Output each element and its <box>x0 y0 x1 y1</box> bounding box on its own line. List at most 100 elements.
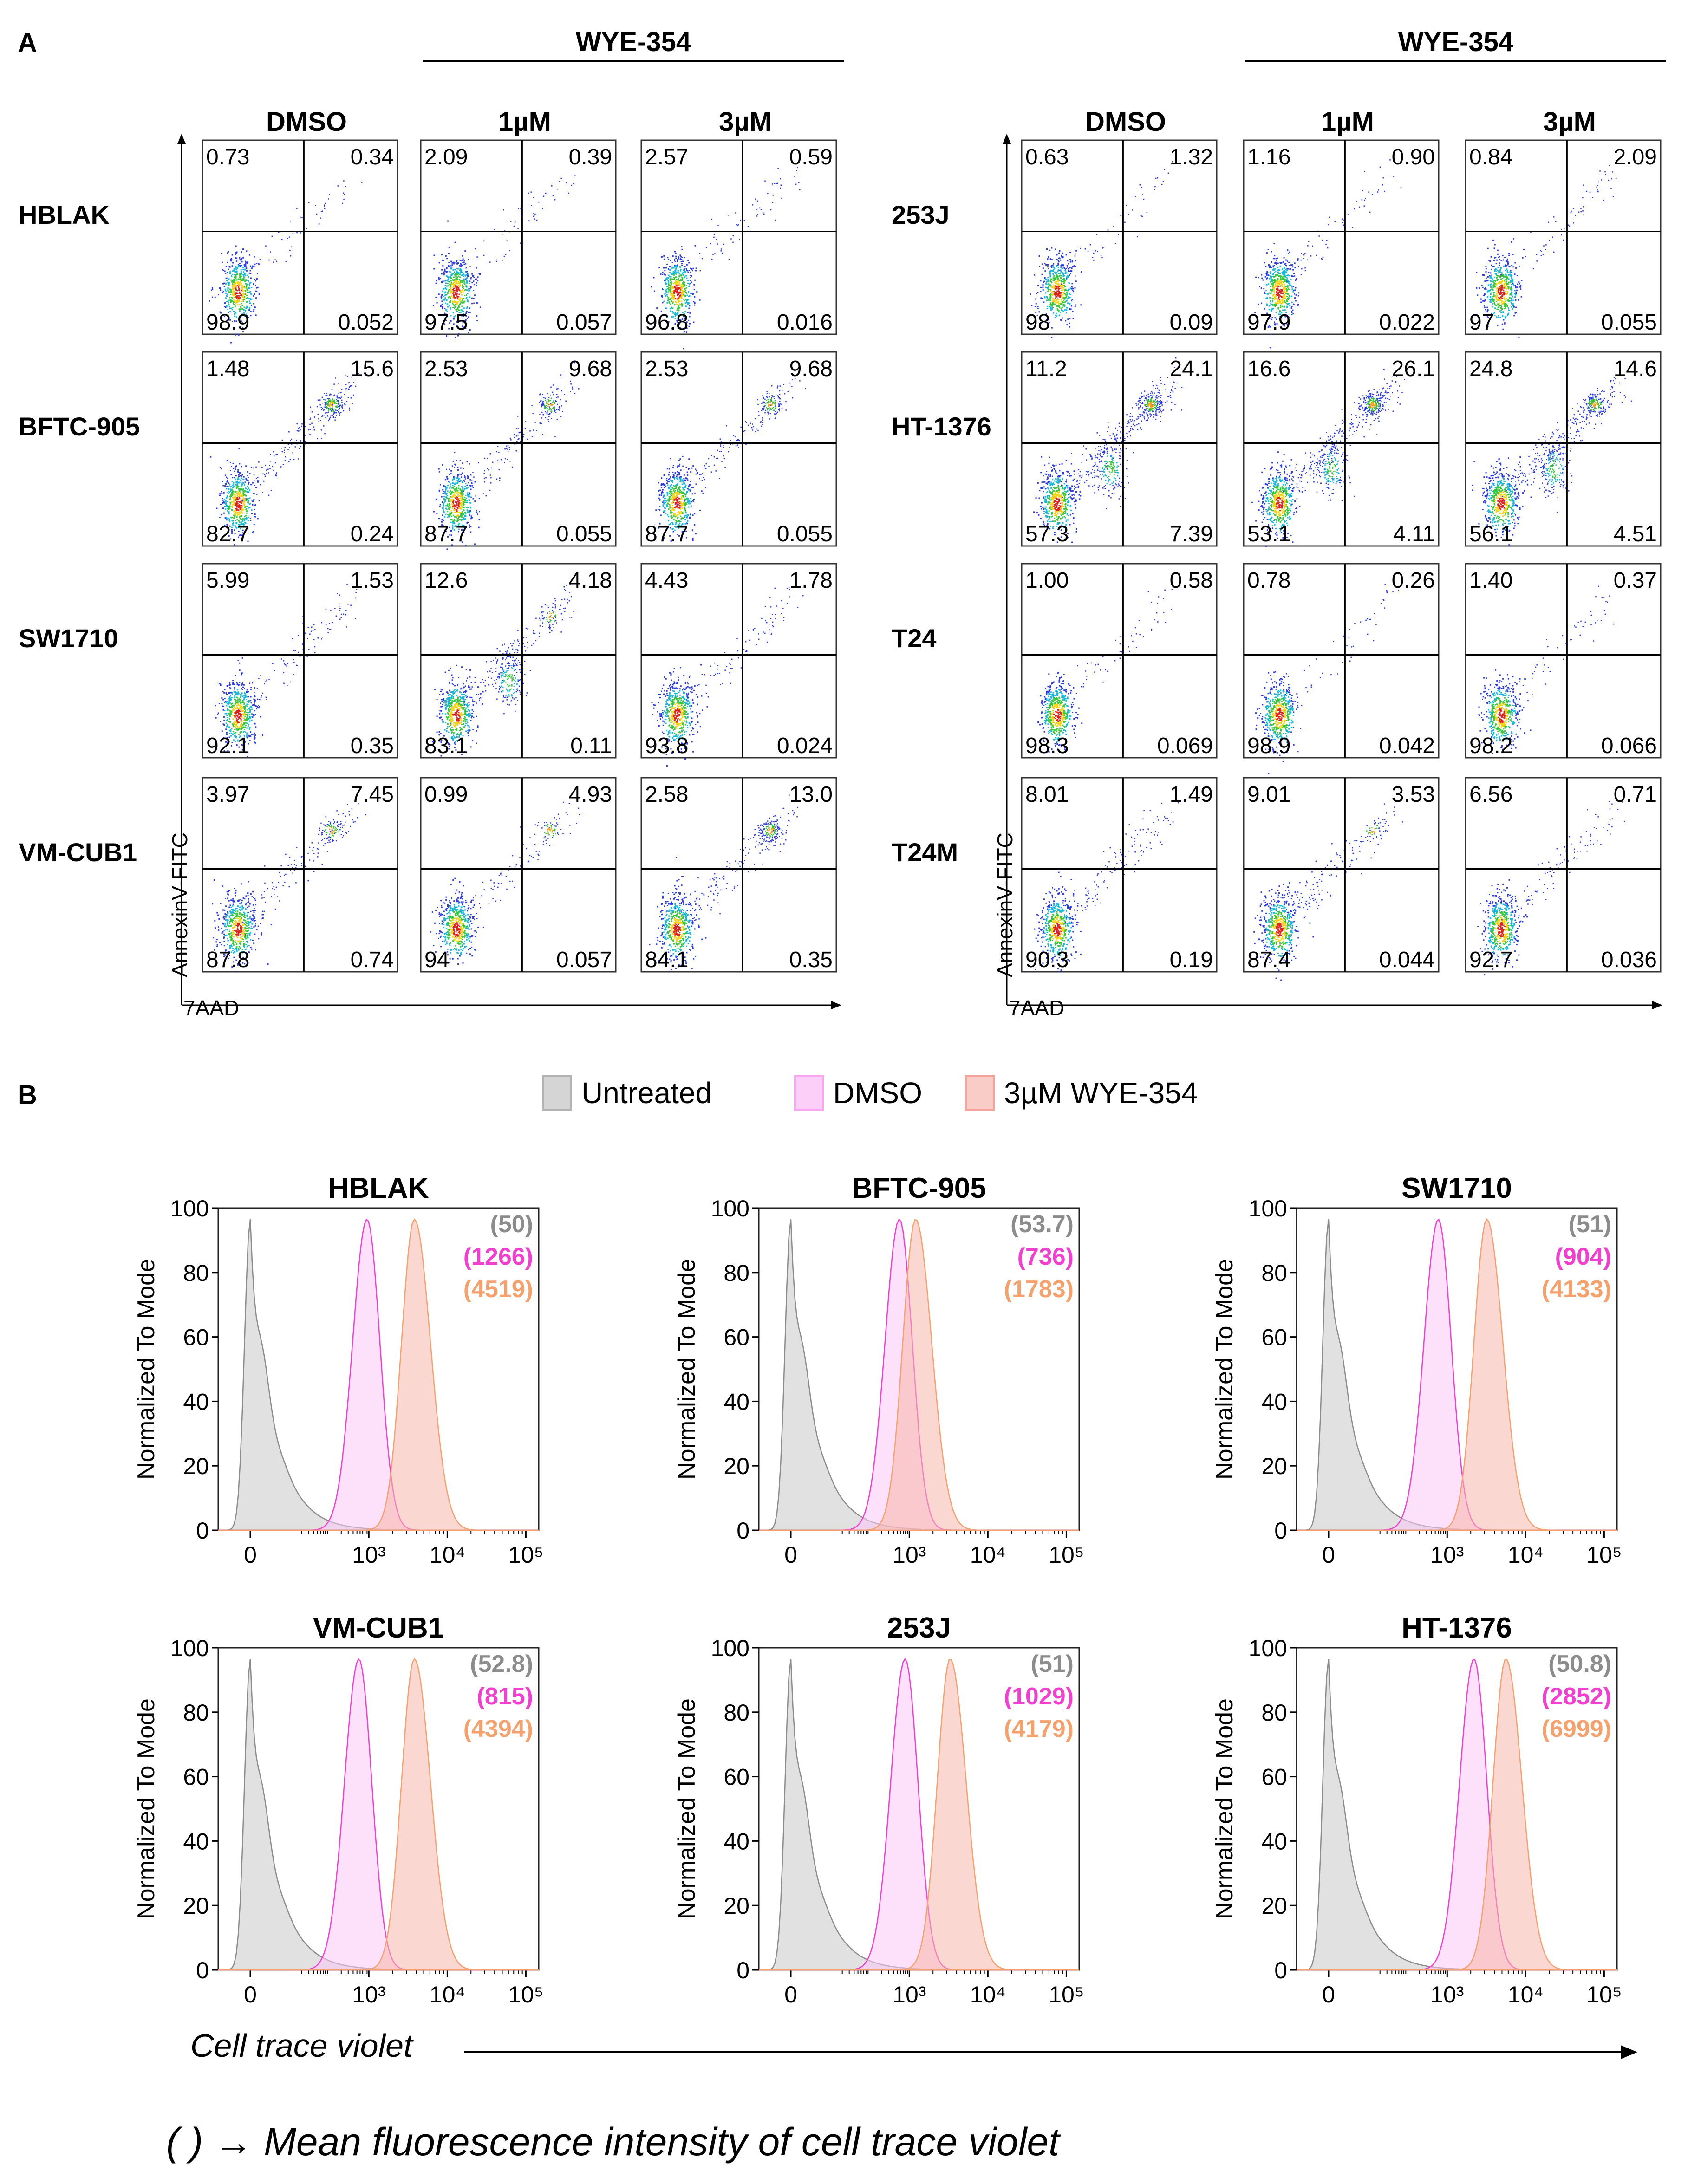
histogram-plot: SW1710 0 20 40 60 80 100 Normalized To Mode 0 10³… <box>1211 1172 1622 1568</box>
quadrant-ul-value: 1.40 <box>1469 568 1512 593</box>
dot-plot: 16.6 26.1 53.1 4.11 <box>1243 351 1440 547</box>
legend-label: 3µM WYE-354 <box>1004 1076 1198 1110</box>
quadrant-ll-value: 96.8 <box>645 310 688 335</box>
x-tick-label: 10⁵ <box>1586 1542 1622 1568</box>
mfi-wye: (1783) <box>1004 1276 1074 1303</box>
quadrant-ur-value: 0.26 <box>1392 568 1435 593</box>
legend-swatch <box>542 1075 572 1111</box>
histogram-wye <box>759 1658 1079 1971</box>
quadrant-ll-value: 56.1 <box>1469 522 1512 546</box>
quadrant-lr-value: 0.044 <box>1379 948 1435 972</box>
mfi-wye: (6999) <box>1542 1716 1611 1742</box>
panel-a-group-2: WYE-354 DMSO 1µM 3µM AnnexinV-FITC 7AAD 253J 0.… <box>892 27 1666 1020</box>
quadrant-ll-value: 98 <box>1025 310 1050 335</box>
x-tick-label: 0 <box>244 1982 257 2008</box>
row-label: SW1710 <box>19 624 118 653</box>
y-tick-label: 100 <box>711 1196 749 1222</box>
x-axis-label: 7AAD <box>183 996 239 1020</box>
dot-plot: 0.84 2.09 97 0.055 <box>1465 139 1662 338</box>
histogram-wye <box>1297 1218 1617 1531</box>
quadrant-lr-value: 0.055 <box>777 522 833 546</box>
y-axis-label: AnnexinV-FITC <box>993 832 1017 977</box>
y-axis-label: Normalized To Mode <box>673 1698 700 1919</box>
dot-plot-frame <box>1465 139 1662 335</box>
legend-item: DMSO <box>794 1075 922 1111</box>
quadrant-ul-value: 5.99 <box>206 568 249 593</box>
mfi-untreated: (53.7) <box>1010 1211 1074 1238</box>
treatment-label: WYE-354 <box>576 27 691 57</box>
y-tick-label: 100 <box>1249 1196 1287 1222</box>
quadrant-ll-value: 97 <box>1469 310 1494 335</box>
histogram-title: HT-1376 <box>1401 1612 1512 1644</box>
quadrant-ll-value: 83.1 <box>424 734 468 758</box>
row-label: HT-1376 <box>892 412 991 441</box>
y-tick-label: 40 <box>183 1828 209 1854</box>
y-tick-label: 20 <box>183 1453 209 1479</box>
dot-plot: 2.58 13.0 84.1 0.35 <box>640 777 837 973</box>
quadrant-ll-value: 92.1 <box>206 734 249 758</box>
x-tick-label: 0 <box>784 1982 797 2008</box>
quadrant-lr-value: 0.057 <box>556 310 612 335</box>
y-axis-label: AnnexinV-FITC <box>168 832 192 977</box>
quadrant-ur-value: 7.45 <box>351 782 394 807</box>
quadrant-lr-value: 7.39 <box>1170 522 1213 546</box>
histogram-wye <box>759 1219 1079 1531</box>
x-tick-label: 0 <box>244 1542 257 1568</box>
mfi-dmso: (2852) <box>1542 1683 1611 1710</box>
panel-b: Untreated DMSO 3µM WYE-354 HBLAK 0 20 40 60 80 10… <box>133 1075 1637 2164</box>
mfi-wye: (4133) <box>1542 1276 1611 1303</box>
quadrant-ur-value: 13.0 <box>789 782 833 807</box>
quadrant-ll-value: 87.7 <box>645 522 688 546</box>
dot-plot: 1.00 0.58 98.3 0.069 <box>1021 563 1218 759</box>
histogram-plot: BFTC-905 0 20 40 60 80 100 Normalized To Mode 0 1… <box>673 1172 1084 1568</box>
quadrant-ur-value: 1.49 <box>1170 782 1213 807</box>
dot-plot: 0.63 1.32 98 0.09 <box>1021 139 1218 338</box>
panel-b-x-axis: Cell trace violet <box>190 2028 1637 2064</box>
mfi-wye: (4179) <box>1004 1716 1074 1742</box>
panel-a-letter: A <box>18 28 37 58</box>
mfi-untreated: (52.8) <box>470 1651 533 1677</box>
x-tick-label: 10⁴ <box>430 1982 465 2008</box>
quadrant-ul-value: 4.43 <box>645 568 688 593</box>
histogram-plot: VM-CUB1 0 20 40 60 80 100 Normalized To Mode 0 10… <box>133 1612 544 2008</box>
x-tick-label: 10³ <box>893 1542 926 1568</box>
quadrant-ul-value: 2.58 <box>645 782 688 807</box>
x-tick-label: 10³ <box>1430 1982 1464 2008</box>
quadrant-lr-value: 0.052 <box>338 310 394 335</box>
histogram-title: 253J <box>887 1612 951 1644</box>
panel-a-group-1: WYE-354 DMSO 1µM 3µM AnnexinV-FITC 7AAD HBLAK 0… <box>19 27 844 1020</box>
quadrant-ur-value: 4.18 <box>569 568 612 593</box>
y-axis-label: Normalized To Mode <box>1211 1259 1238 1480</box>
quadrant-lr-value: 0.74 <box>351 948 394 972</box>
quadrant-ul-value: 12.6 <box>424 568 468 593</box>
dot-plot-frame <box>1021 563 1218 759</box>
quadrant-ur-value: 0.58 <box>1170 568 1213 593</box>
x-axis-label: 7AAD <box>1009 996 1064 1020</box>
row-label: VM-CUB1 <box>19 838 137 867</box>
quadrant-lr-value: 0.09 <box>1170 310 1213 335</box>
histogram-title: SW1710 <box>1401 1172 1512 1204</box>
x-tick-label: 10⁴ <box>1508 1982 1544 2008</box>
dot-plot: 1.40 0.37 98.2 0.066 <box>1465 563 1662 759</box>
dot-plot: 9.01 3.53 87.4 0.044 <box>1243 777 1440 981</box>
quadrant-ll-value: 98.2 <box>1469 734 1512 758</box>
quadrant-ur-value: 15.6 <box>351 357 394 381</box>
column-label: 3µM <box>719 107 772 137</box>
y-tick-label: 40 <box>723 1828 749 1854</box>
histogram-title: HBLAK <box>328 1172 429 1204</box>
x-tick-label: 10⁴ <box>430 1542 465 1568</box>
y-tick-label: 20 <box>1261 1453 1287 1479</box>
y-axis-arrow <box>177 134 186 144</box>
y-tick-label: 0 <box>196 1518 209 1544</box>
quadrant-ul-value: 2.09 <box>424 145 468 169</box>
quadrant-ul-value: 0.63 <box>1025 145 1069 169</box>
histogram-wye <box>1297 1658 1617 1971</box>
quadrant-ur-value: 9.68 <box>569 357 612 381</box>
legend-label: DMSO <box>833 1076 922 1110</box>
y-tick-label: 80 <box>1261 1700 1287 1726</box>
quadrant-lr-value: 0.016 <box>777 310 833 335</box>
dot-plot: 1.48 15.6 82.7 0.24 <box>202 351 398 547</box>
quadrant-ul-value: 0.84 <box>1469 145 1512 169</box>
quadrant-ur-value: 1.53 <box>351 568 394 593</box>
quadrant-ll-value: 84.1 <box>645 948 688 972</box>
